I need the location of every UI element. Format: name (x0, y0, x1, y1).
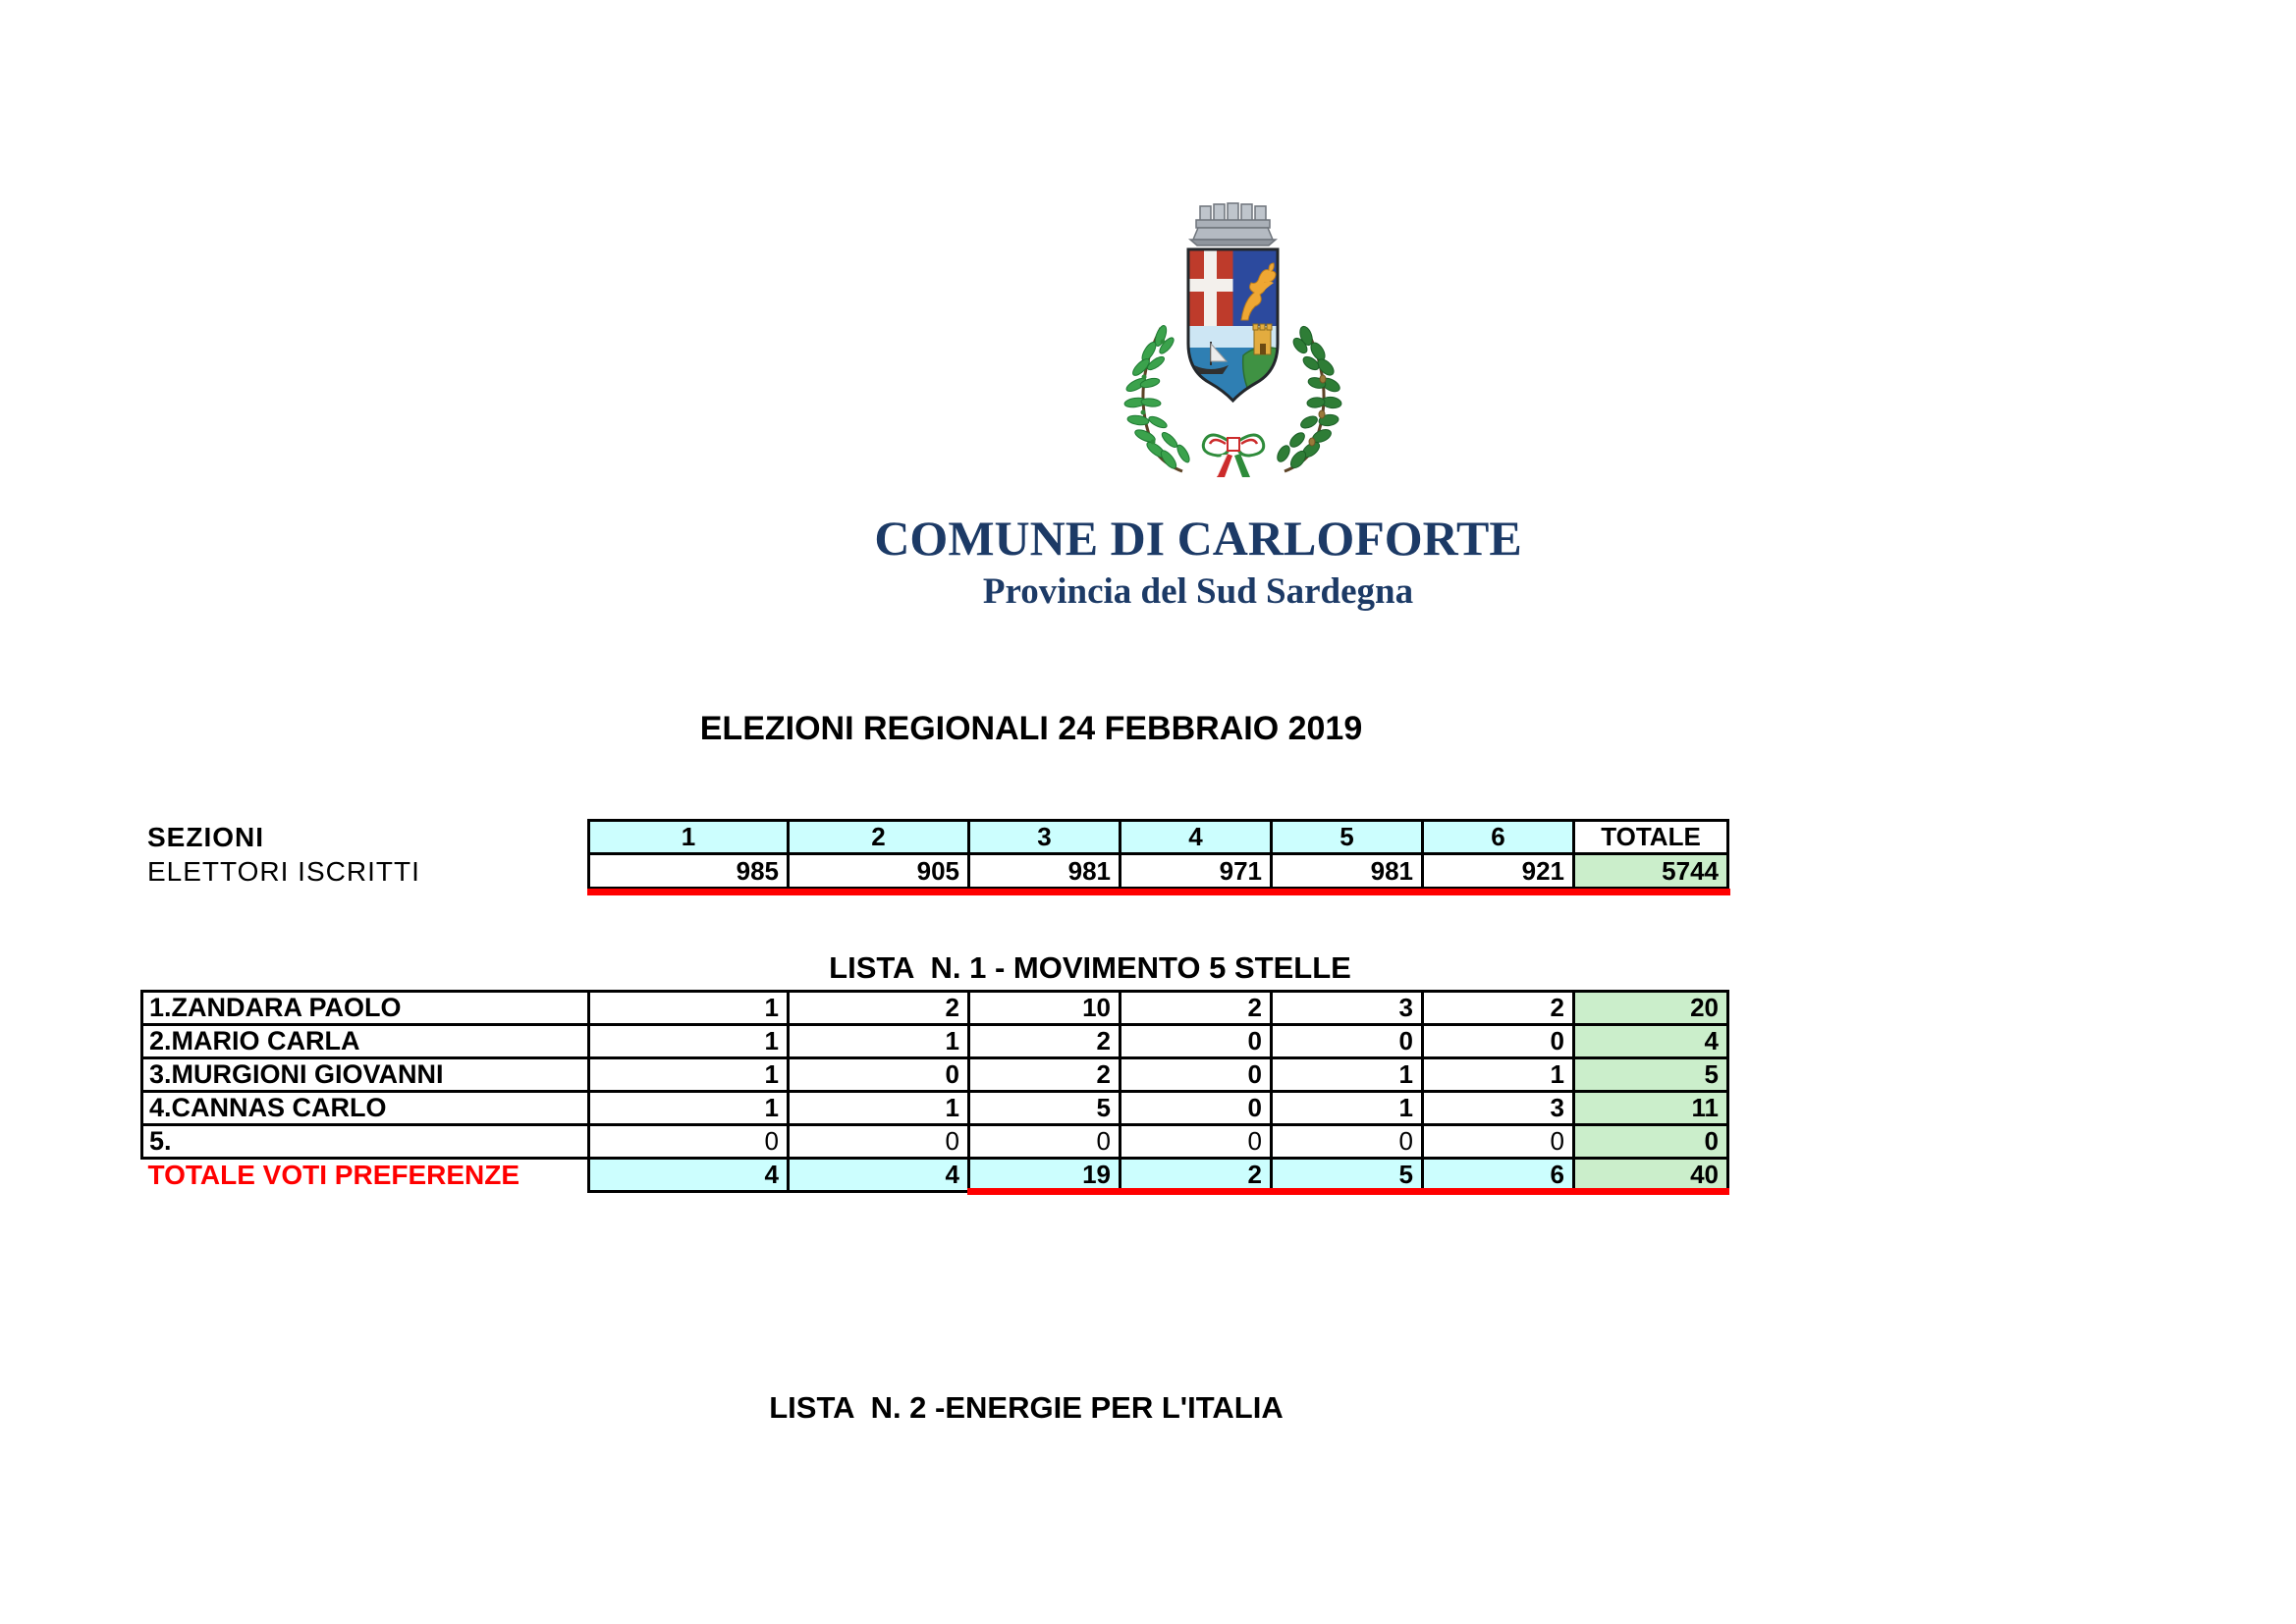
ribbon-bow-icon (1201, 433, 1266, 477)
electors-count-cell: 921 (1421, 852, 1575, 890)
candidate-row: 3.MURGIONI GIOVANNI 1 0 2 0 1 1 5 (140, 1056, 1729, 1093)
vote-count-cell: 1 (1270, 1090, 1424, 1126)
vote-count-cell: 2 (967, 1023, 1121, 1059)
province-name: Provincia del Sud Sardegna (982, 571, 1414, 612)
elettori-iscritti-label: ELETTORI ISCRITTI (147, 856, 420, 887)
municipality-name: COMUNE DI CARLOFORTE (874, 511, 1522, 566)
vote-count-cell: 1 (587, 1023, 790, 1059)
total-votes-cell: 2 (1119, 1157, 1273, 1193)
vote-count-cell: 0 (787, 1123, 970, 1160)
vote-count-cell: 1 (587, 1090, 790, 1126)
total-votes-cell: 5 (1270, 1157, 1424, 1193)
candidates-table: 1.ZANDARA PAOLO 1 2 10 2 3 2 20 2.MARIO … (140, 990, 1729, 1193)
vote-count-cell: 2 (787, 990, 970, 1026)
candidate-name-cell: 3.MURGIONI GIOVANNI (140, 1056, 590, 1093)
candidate-row: 5. 0 0 0 0 0 0 0 (140, 1123, 1729, 1160)
candidate-row: 2.MARIO CARLA 1 1 2 0 0 0 4 (140, 1023, 1729, 1059)
candidate-total-cell: 0 (1572, 1123, 1729, 1160)
electors-total-cell: 5744 (1572, 852, 1729, 890)
table2-red-underline (967, 1188, 1729, 1195)
sezioni-header-row: 1 2 3 4 5 6 TOTALE (587, 819, 1729, 855)
electors-row: 985 905 981 971 981 921 5744 (587, 852, 1729, 890)
electors-count-cell: 981 (967, 852, 1121, 890)
grand-total-cell: 40 (1572, 1157, 1729, 1193)
section-column-header: 2 (787, 819, 970, 855)
vote-count-cell: 1 (787, 1090, 970, 1126)
vote-count-cell: 0 (587, 1123, 790, 1160)
candidate-name-cell: 4.CANNAS CARLO (140, 1090, 590, 1126)
vote-count-cell: 1 (587, 990, 790, 1026)
election-title: ELEZIONI REGIONALI 24 FEBBRAIO 2019 (699, 710, 1363, 747)
candidate-total-cell: 20 (1572, 990, 1729, 1026)
totale-column-header: TOTALE (1572, 819, 1729, 855)
boat-icon (1194, 342, 1229, 374)
vote-count-cell: 1 (1270, 1056, 1424, 1093)
electors-count-cell: 905 (787, 852, 970, 890)
section-column-header: 5 (1270, 819, 1424, 855)
vote-count-cell: 10 (967, 990, 1121, 1026)
candidate-total-cell: 5 (1572, 1056, 1729, 1093)
mural-crown-icon (1187, 202, 1279, 246)
oak-branch-icon (1277, 325, 1342, 473)
vote-count-cell: 0 (967, 1123, 1121, 1160)
vote-count-cell: 1 (1421, 1056, 1575, 1093)
candidate-name-cell: 1.ZANDARA PAOLO (140, 990, 590, 1026)
total-votes-cell: 19 (967, 1157, 1121, 1193)
table1-red-underline (587, 889, 1730, 895)
vote-count-cell: 0 (1270, 1123, 1424, 1160)
electors-count-cell: 971 (1119, 852, 1273, 890)
candidate-total-cell: 4 (1572, 1023, 1729, 1059)
vote-count-cell: 3 (1421, 1090, 1575, 1126)
candidate-name-cell: 2.MARIO CARLA (140, 1023, 590, 1059)
vote-count-cell: 0 (1421, 1023, 1575, 1059)
griffin-icon (1240, 262, 1277, 321)
lista1-heading: LISTA N. 1 - MOVIMENTO 5 STELLE (829, 950, 1351, 985)
carloforte-coat-of-arms-icon (1120, 194, 1347, 481)
totals-row-label: TOTALE VOTI PREFERENZE (141, 1158, 589, 1192)
section-column-header: 3 (967, 819, 1121, 855)
vote-count-cell: 0 (1421, 1123, 1575, 1160)
vote-count-cell: 0 (1119, 1090, 1273, 1126)
vote-count-cell: 0 (1119, 1123, 1273, 1160)
vote-count-cell: 1 (787, 1023, 970, 1059)
total-votes-cell: 4 (787, 1157, 970, 1193)
tower-icon (1252, 323, 1273, 355)
vote-count-cell: 0 (1270, 1023, 1424, 1059)
vote-count-cell: 0 (787, 1056, 970, 1093)
laurel-branch-icon (1123, 325, 1190, 473)
vote-count-cell: 2 (967, 1056, 1121, 1093)
candidate-row: 4.CANNAS CARLO 1 1 5 0 1 3 11 (140, 1090, 1729, 1126)
candidate-name-cell: 5. (140, 1123, 590, 1160)
sezioni-table: 1 2 3 4 5 6 TOTALE 985 905 981 971 981 9… (587, 819, 1729, 890)
candidate-total-cell: 11 (1572, 1090, 1729, 1126)
electors-count-cell: 981 (1270, 852, 1424, 890)
vote-count-cell: 5 (967, 1090, 1121, 1126)
section-column-header: 6 (1421, 819, 1575, 855)
section-column-header: 4 (1119, 819, 1273, 855)
vote-count-cell: 3 (1270, 990, 1424, 1026)
shield-icon (1186, 247, 1280, 404)
vote-count-cell: 0 (1119, 1056, 1273, 1093)
section-column-header: 1 (587, 819, 790, 855)
total-votes-cell: 4 (587, 1157, 790, 1193)
lista2-heading: LISTA N. 2 -ENERGIE PER L'ITALIA (769, 1390, 1284, 1425)
vote-count-cell: 2 (1119, 990, 1273, 1026)
vote-count-cell: 0 (1119, 1023, 1273, 1059)
vote-count-cell: 2 (1421, 990, 1575, 1026)
sezioni-label: SEZIONI (147, 822, 265, 852)
electors-count-cell: 985 (587, 852, 790, 890)
totals-row: TOTALE VOTI PREFERENZE 4 4 19 2 5 6 40 (141, 1157, 1729, 1193)
total-votes-cell: 6 (1421, 1157, 1575, 1193)
vote-count-cell: 1 (587, 1056, 790, 1093)
candidate-row: 1.ZANDARA PAOLO 1 2 10 2 3 2 20 (140, 990, 1729, 1026)
